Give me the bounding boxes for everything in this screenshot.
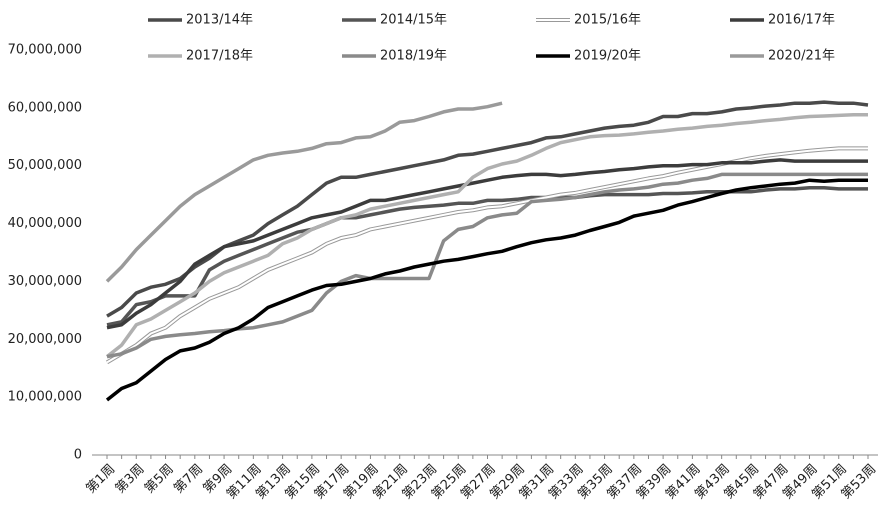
y-tick-label: 30,000,000 [8,274,82,289]
y-tick-label: 60,000,000 [8,100,82,115]
y-tick-label: 20,000,000 [8,332,82,347]
series-line [105,101,503,283]
series-line [105,178,868,402]
series-line [106,185,868,327]
series-line [106,158,868,330]
y-tick-label: 0 [74,448,82,463]
legend-label: 2018/19年 [380,49,447,64]
series-line [106,100,869,318]
legend-label: 2014/15年 [380,13,447,28]
x-tick-label: 第7周 [171,462,206,497]
legend-label: 2016/17年 [768,13,835,28]
legend-label: 2015/16年 [574,13,641,28]
y-tick-label: 50,000,000 [8,158,82,173]
x-tick-label: 第3周 [113,462,148,497]
x-tick-label: 第5周 [142,462,177,497]
legend-label: 2020/21年 [768,49,835,64]
legend-label: 2017/18年 [186,49,253,64]
y-tick-label: 40,000,000 [8,216,82,231]
legend-label: 2013/14年 [186,13,253,28]
legend-label: 2019/20年 [574,49,641,64]
series-line [106,147,868,364]
series-line [105,113,868,358]
x-tick-label: 第1周 [83,462,118,497]
y-tick-label: 70,000,000 [8,43,82,58]
y-tick-label: 10,000,000 [8,390,82,405]
